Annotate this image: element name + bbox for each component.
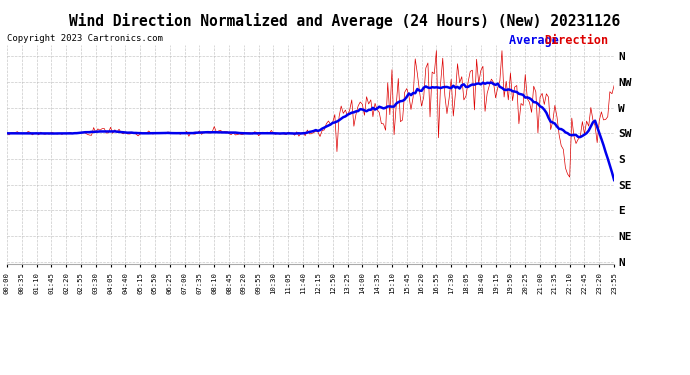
Text: Wind Direction Normalized and Average (24 Hours) (New) 20231126: Wind Direction Normalized and Average (2…	[70, 13, 620, 29]
Text: Average: Average	[509, 34, 566, 47]
Text: Copyright 2023 Cartronics.com: Copyright 2023 Cartronics.com	[7, 34, 163, 43]
Text: Direction: Direction	[544, 34, 608, 47]
